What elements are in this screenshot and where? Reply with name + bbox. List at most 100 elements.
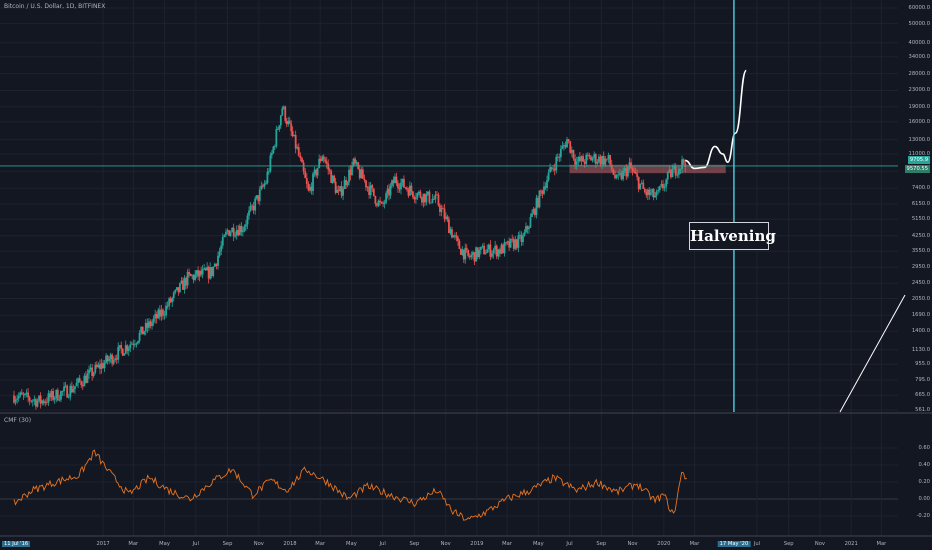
price-candle bbox=[302, 162, 305, 172]
price-candle bbox=[541, 190, 544, 194]
price-candle bbox=[628, 162, 631, 167]
price-candle bbox=[681, 159, 683, 169]
price-candle bbox=[486, 249, 489, 253]
price-candle bbox=[458, 240, 461, 249]
time-tick-label: 2020 bbox=[657, 541, 671, 547]
price-candle bbox=[518, 234, 521, 236]
price-candle bbox=[376, 203, 378, 206]
price-candle bbox=[459, 248, 462, 255]
price-candle bbox=[534, 208, 536, 216]
price-tick-label: 23000.0 bbox=[908, 87, 930, 94]
price-candle bbox=[358, 168, 361, 179]
price-candle bbox=[617, 174, 620, 176]
current-price-tag: 9705.9 bbox=[907, 156, 930, 164]
price-candle bbox=[421, 197, 423, 203]
price-tick-label: 13000.0 bbox=[908, 136, 930, 143]
price-candle bbox=[281, 108, 284, 116]
price-candle bbox=[400, 182, 402, 190]
time-tick-label: May bbox=[346, 541, 357, 547]
price-candle bbox=[245, 224, 247, 227]
price-candle bbox=[220, 245, 223, 252]
price-candle bbox=[95, 364, 98, 368]
price-tick-label: 795.0 bbox=[915, 377, 930, 383]
time-tick-label: Sep bbox=[222, 541, 233, 547]
price-candle bbox=[275, 128, 278, 147]
price-candle bbox=[599, 156, 602, 165]
time-tick-label: 17 May '20 bbox=[717, 541, 751, 547]
price-candle bbox=[470, 254, 473, 258]
price-candle bbox=[114, 358, 117, 361]
time-tick-label: 2017 bbox=[96, 541, 110, 547]
price-tick-label: 50000.0 bbox=[908, 20, 930, 27]
price-candle bbox=[508, 241, 511, 248]
price-candle bbox=[31, 400, 34, 402]
price-candle bbox=[20, 392, 23, 395]
price-candle bbox=[425, 194, 428, 203]
price-candle bbox=[339, 186, 342, 191]
price-candle bbox=[231, 227, 234, 233]
price-candle bbox=[269, 155, 272, 172]
price-candle bbox=[666, 172, 669, 180]
price-candle bbox=[197, 270, 200, 277]
price-candle bbox=[561, 145, 564, 149]
price-candle bbox=[169, 298, 172, 303]
price-candle bbox=[543, 186, 545, 194]
price-candle bbox=[321, 156, 324, 161]
price-candle bbox=[481, 245, 484, 247]
price-candle bbox=[223, 234, 226, 237]
price-candle bbox=[263, 183, 266, 187]
price-candle bbox=[163, 315, 166, 317]
price-candle bbox=[74, 386, 76, 390]
price-candle bbox=[118, 345, 121, 347]
price-candle bbox=[94, 364, 97, 373]
price-candle bbox=[462, 249, 465, 260]
price-candle bbox=[476, 247, 479, 258]
price-candle bbox=[676, 174, 679, 176]
price-candle bbox=[24, 393, 26, 396]
price-candle bbox=[509, 238, 512, 248]
price-candle bbox=[452, 235, 455, 238]
price-candle bbox=[464, 247, 467, 260]
price-candle bbox=[49, 393, 51, 398]
price-candle bbox=[351, 165, 353, 176]
projection-path bbox=[685, 69, 747, 170]
price-candle bbox=[639, 183, 642, 190]
price-candle bbox=[671, 169, 674, 178]
level-price-tag: 9570.55 bbox=[904, 165, 930, 173]
price-candle bbox=[67, 396, 70, 398]
price-candle bbox=[241, 230, 244, 233]
price-candle bbox=[157, 309, 160, 319]
price-candle bbox=[318, 158, 321, 168]
halvening-label: Halvening bbox=[689, 222, 776, 250]
price-candle bbox=[413, 196, 416, 200]
price-candle bbox=[92, 372, 95, 376]
price-candle bbox=[503, 242, 506, 254]
price-candle bbox=[191, 275, 193, 277]
price-candle bbox=[182, 280, 184, 290]
price-candle bbox=[72, 389, 75, 393]
price-candle bbox=[148, 321, 150, 328]
grid-lines bbox=[0, 0, 898, 536]
price-candle bbox=[354, 158, 356, 164]
price-candle bbox=[336, 189, 339, 193]
price-series bbox=[13, 105, 687, 410]
price-candle bbox=[555, 156, 558, 171]
price-candle bbox=[258, 189, 261, 201]
price-tick-label: 3550.0 bbox=[911, 248, 930, 255]
price-candle bbox=[327, 163, 330, 170]
price-candle bbox=[445, 216, 447, 219]
price-candle bbox=[198, 270, 201, 277]
price-candle bbox=[630, 162, 632, 168]
price-candle bbox=[569, 141, 572, 153]
price-candle bbox=[660, 184, 663, 187]
price-candle bbox=[294, 134, 297, 149]
price-candle bbox=[369, 185, 372, 196]
price-candle bbox=[457, 237, 459, 241]
price-candle bbox=[377, 200, 380, 206]
price-candle bbox=[342, 189, 344, 196]
price-candle bbox=[433, 198, 435, 200]
price-candle bbox=[77, 378, 80, 383]
price-candle bbox=[207, 266, 210, 279]
price-candle bbox=[124, 345, 127, 354]
